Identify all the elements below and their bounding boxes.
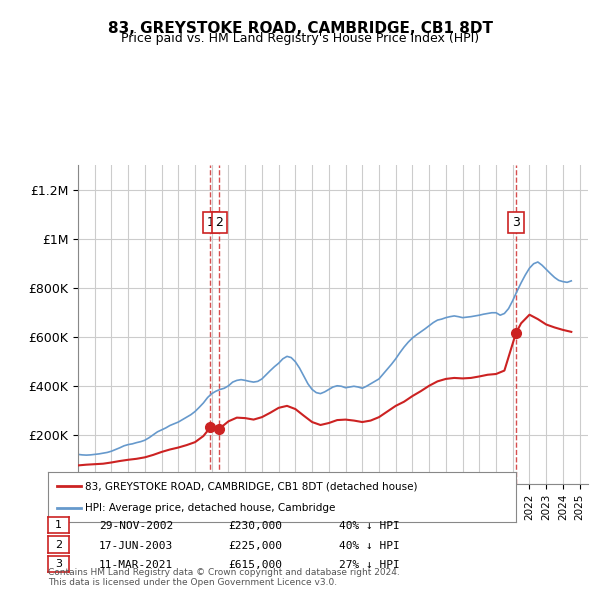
Text: 83, GREYSTOKE ROAD, CAMBRIDGE, CB1 8DT (detached house): 83, GREYSTOKE ROAD, CAMBRIDGE, CB1 8DT (… — [85, 481, 418, 491]
Text: 3: 3 — [512, 216, 520, 229]
Text: 27% ↓ HPI: 27% ↓ HPI — [339, 560, 400, 570]
Text: 83, GREYSTOKE ROAD, CAMBRIDGE, CB1 8DT: 83, GREYSTOKE ROAD, CAMBRIDGE, CB1 8DT — [107, 21, 493, 35]
Text: 40% ↓ HPI: 40% ↓ HPI — [339, 541, 400, 550]
Text: 40% ↓ HPI: 40% ↓ HPI — [339, 522, 400, 531]
Text: 11-MAR-2021: 11-MAR-2021 — [99, 560, 173, 570]
Text: 1: 1 — [206, 216, 214, 229]
Text: 2: 2 — [215, 216, 223, 229]
Text: HPI: Average price, detached house, Cambridge: HPI: Average price, detached house, Camb… — [85, 503, 336, 513]
Text: Price paid vs. HM Land Registry's House Price Index (HPI): Price paid vs. HM Land Registry's House … — [121, 32, 479, 45]
Text: 17-JUN-2003: 17-JUN-2003 — [99, 541, 173, 550]
Text: £225,000: £225,000 — [228, 541, 282, 550]
Text: Contains HM Land Registry data © Crown copyright and database right 2024.
This d: Contains HM Land Registry data © Crown c… — [48, 568, 400, 587]
Text: 2: 2 — [55, 540, 62, 549]
Text: 1: 1 — [55, 520, 62, 530]
Text: £615,000: £615,000 — [228, 560, 282, 570]
Text: 3: 3 — [55, 559, 62, 569]
Text: £230,000: £230,000 — [228, 522, 282, 531]
Text: 29-NOV-2002: 29-NOV-2002 — [99, 522, 173, 531]
